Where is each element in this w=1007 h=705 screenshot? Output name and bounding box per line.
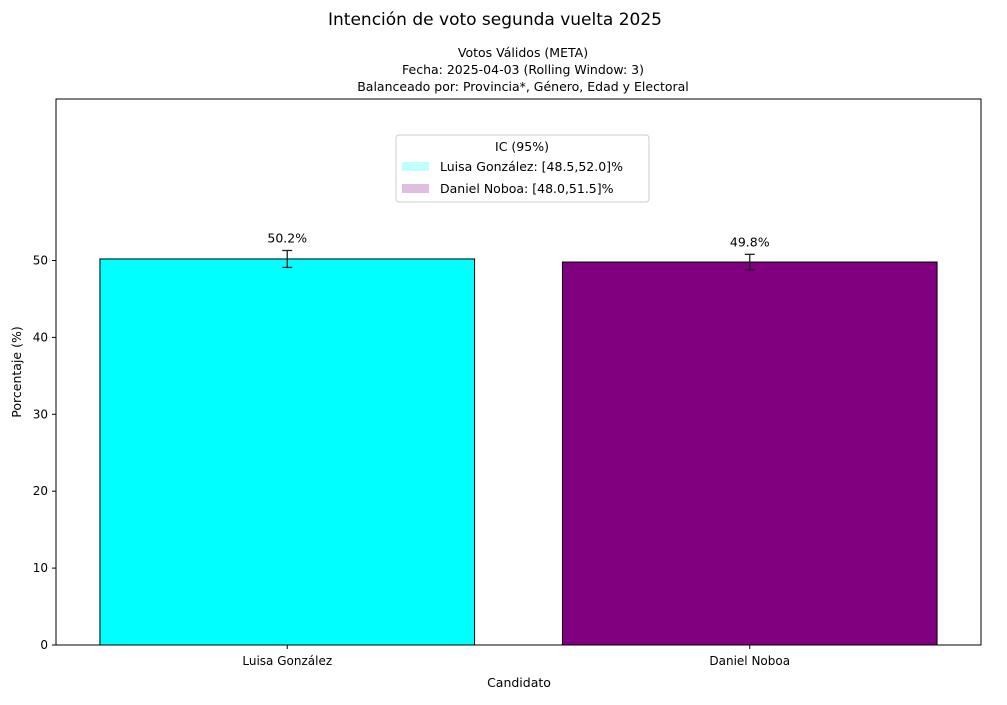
legend-swatch-noboa	[402, 184, 429, 193]
bar-0	[99, 258, 476, 646]
chart-title: Intención de voto segunda vuelta 2025	[328, 10, 662, 30]
legend-swatch-luisa	[402, 162, 429, 171]
y-tick-label-4: 40	[33, 330, 48, 344]
y-tick-label-5: 50	[33, 253, 48, 267]
value-label-0: 50.2%	[267, 230, 307, 245]
x-tick-label-0: Luisa González	[242, 654, 332, 668]
x-axis-label: Candidato	[487, 675, 551, 690]
legend-title: IC (95%)	[495, 139, 549, 154]
y-tick-label-2: 20	[33, 484, 48, 498]
y-tick-label-3: 30	[33, 407, 48, 421]
y-tick-label-1: 10	[33, 561, 48, 575]
y-tick-label-0: 0	[40, 638, 48, 652]
chart-subtitle-line-3: Balanceado por: Provincia*, Género, Edad…	[357, 79, 689, 94]
chart-subtitle-line-1: Votos Válidos (META)	[458, 45, 588, 60]
legend-box	[395, 134, 650, 203]
plot-frame	[55, 98, 982, 646]
chart-subtitle-line-2: Fecha: 2025-04-03 (Rolling Window: 3)	[402, 62, 644, 77]
y-axis-label: Porcentaje (%)	[9, 326, 24, 417]
value-label-1: 49.8%	[730, 234, 770, 249]
legend: IC (95%) Luisa González: [48.5,52.0]% Da…	[395, 134, 650, 203]
legend-label-luisa: Luisa González: [48.5,52.0]%	[440, 159, 623, 174]
legend-label-noboa: Daniel Noboa: [48.0,51.5]%	[440, 181, 614, 196]
bar-1	[561, 261, 938, 646]
x-tick-label-1: Daniel Noboa	[709, 654, 790, 668]
